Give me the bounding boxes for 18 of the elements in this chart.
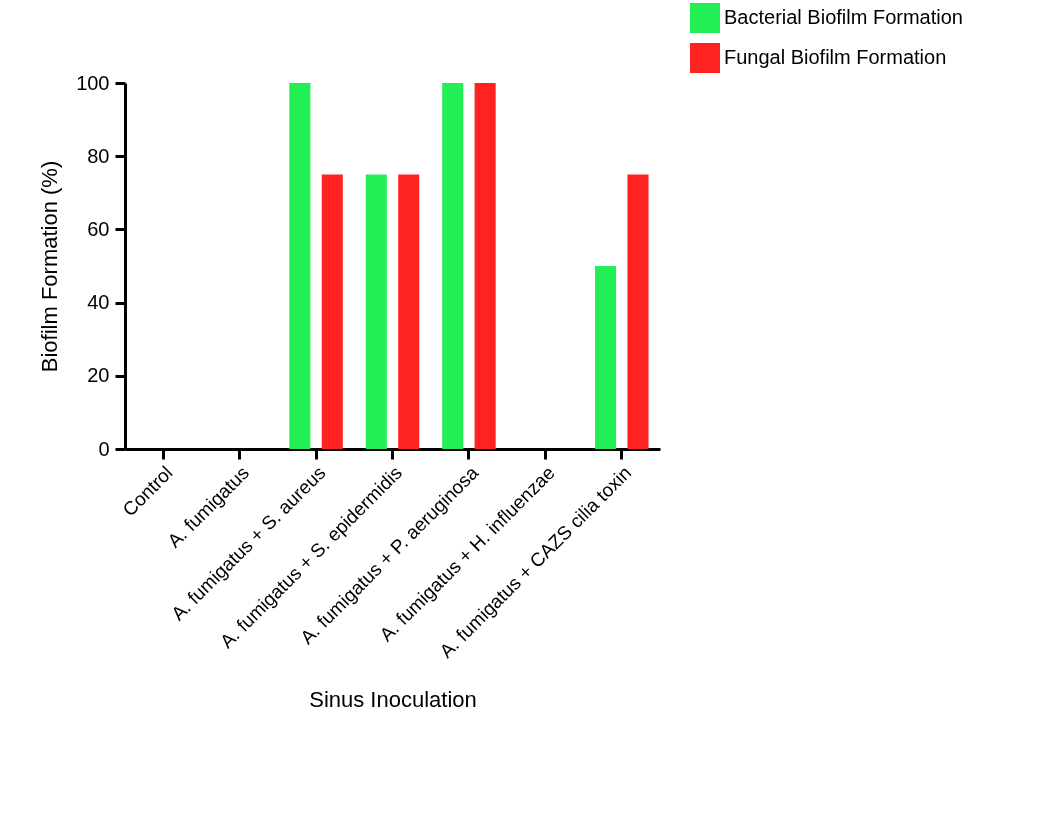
y-tick-label: 0 <box>98 437 110 460</box>
bar <box>321 174 343 449</box>
y-tick-label: 20 <box>87 364 110 387</box>
legend-label: Fungal Biofilm Formation <box>724 46 947 68</box>
bar <box>442 83 464 449</box>
bar <box>365 174 387 449</box>
y-tick-label: 40 <box>87 291 110 314</box>
y-tick-label: 60 <box>87 217 110 240</box>
bar <box>289 83 311 449</box>
y-tick-label: 80 <box>87 144 110 167</box>
bar <box>398 174 420 449</box>
x-axis-title: Sinus Inoculation <box>309 686 477 712</box>
legend-label: Bacterial Biofilm Formation <box>724 6 963 28</box>
y-axis-title: Biofilm Formation (%) <box>37 160 63 373</box>
y-tick-label: 100 <box>76 71 110 94</box>
bar <box>627 174 649 449</box>
bar <box>595 266 617 449</box>
bar <box>474 83 496 449</box>
